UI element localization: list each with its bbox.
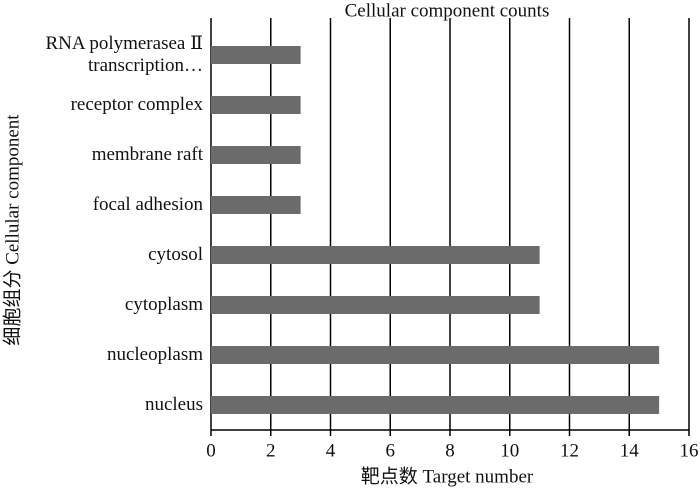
y-tick-label: RNA polymerasea Ⅱ transcription…: [45, 33, 204, 76]
x-tick-label: 0: [206, 440, 216, 461]
y-tick-label: cytoplasm: [124, 294, 203, 315]
bar: [211, 246, 540, 264]
x-tick-label: 14: [620, 440, 640, 461]
y-tick-label: focal adhesion: [92, 194, 203, 215]
bar: [211, 196, 301, 214]
x-tick-label: 16: [680, 440, 699, 461]
x-tick-label: 2: [266, 440, 276, 461]
bar: [211, 346, 660, 364]
y-tick-label: receptor complex: [70, 94, 203, 115]
y-tick-label: nucleus: [144, 394, 203, 415]
bar: [211, 46, 301, 64]
chart-title: Cellular component counts: [345, 0, 550, 21]
x-tick-label: 6: [386, 440, 396, 461]
bar: [211, 146, 301, 164]
bar: [211, 396, 660, 414]
bar: [211, 96, 301, 114]
x-tick-label: 8: [445, 440, 455, 461]
x-tick-label: 12: [560, 440, 579, 461]
y-tick-label: membrane raft: [91, 144, 203, 165]
x-axis-label: 靶点数 Target number: [361, 465, 534, 487]
y-tick-label: cytosol: [148, 244, 203, 265]
x-tick-label: 4: [326, 440, 336, 461]
x-tick-label: 10: [500, 440, 519, 461]
y-tick-label: nucleoplasm: [106, 344, 203, 365]
bar: [211, 296, 540, 314]
y-axis-label: 细胞组分 Cellular component: [1, 114, 23, 346]
